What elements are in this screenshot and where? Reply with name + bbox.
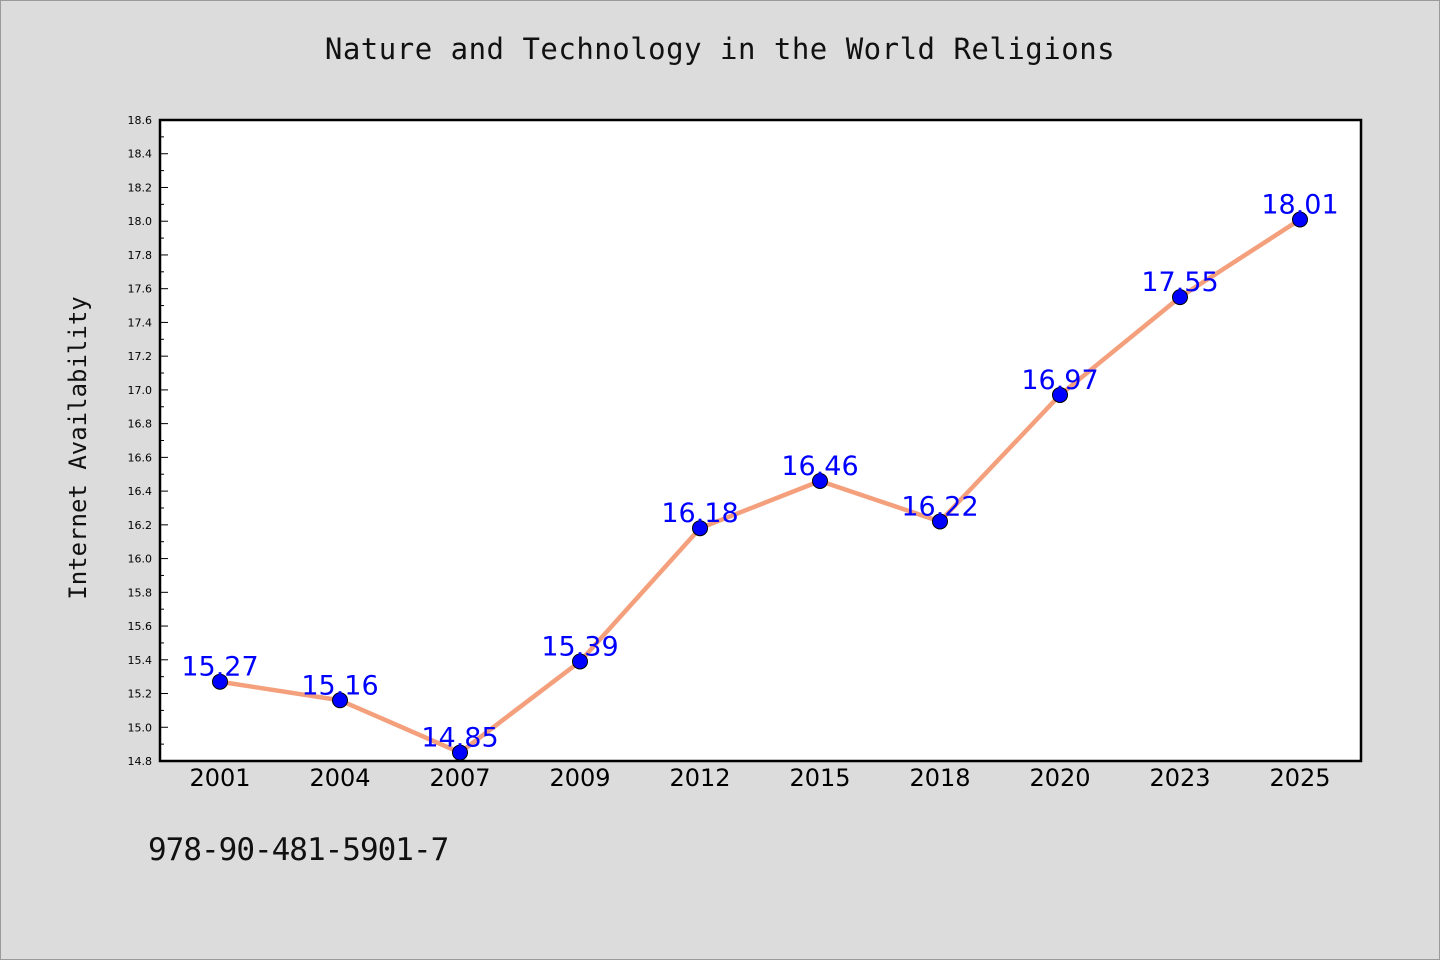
data-point bbox=[1052, 386, 1068, 403]
x-tick-label: 2025 bbox=[1269, 764, 1330, 792]
x-tick-label: 2012 bbox=[669, 764, 730, 792]
y-tick-label: 15.8 bbox=[128, 586, 153, 599]
data-point bbox=[932, 513, 948, 530]
y-tick-label: 16.2 bbox=[128, 519, 153, 532]
x-tick-label: 2004 bbox=[309, 764, 370, 792]
data-label: 16.18 bbox=[661, 498, 738, 529]
data-point bbox=[1292, 211, 1308, 228]
data-point bbox=[692, 520, 708, 537]
chart-title: Nature and Technology in the World Relig… bbox=[324, 32, 1116, 66]
data-point bbox=[812, 472, 828, 489]
x-tick-label: 2023 bbox=[1149, 764, 1210, 792]
plot-area bbox=[160, 120, 1361, 761]
plot-border bbox=[158, 118, 1363, 763]
y-tick-label: 16.0 bbox=[128, 553, 153, 566]
x-axis: 2001 2004 2007 2009 2012 2015 2018 2020 2023 2025 bbox=[189, 764, 1330, 792]
data-point bbox=[212, 673, 228, 690]
y-tick-label: 15.4 bbox=[128, 654, 153, 667]
y-axis-label: Internet Availability bbox=[64, 296, 92, 599]
data-label: 15.39 bbox=[541, 631, 618, 662]
data-label: 14.85 bbox=[421, 723, 498, 754]
y-tick-label: 17.4 bbox=[128, 316, 153, 329]
y-axis: 14.8 15.0 15.2 15.4 15.6 15.8 16.0 16.2 16.4 16.6… bbox=[128, 114, 168, 768]
y-tick-label: 17.8 bbox=[128, 249, 153, 262]
data-point bbox=[1172, 289, 1188, 306]
x-tick-label: 2018 bbox=[909, 764, 970, 792]
data-label: 16.46 bbox=[781, 451, 858, 482]
data-label: 15.16 bbox=[301, 670, 378, 701]
y-tick-label: 18.6 bbox=[128, 114, 153, 127]
y-tick-label: 18.0 bbox=[128, 215, 153, 228]
data-label: 18.01 bbox=[1261, 190, 1338, 221]
y-tick-label: 15.0 bbox=[128, 721, 153, 734]
x-tick-label: 2001 bbox=[189, 764, 250, 792]
y-tick-label: 15.2 bbox=[128, 688, 153, 701]
series-line bbox=[217, 217, 1303, 755]
data-label: 16.22 bbox=[901, 491, 978, 522]
y-tick-label: 18.2 bbox=[128, 181, 153, 194]
y-tick-label: 17.2 bbox=[128, 350, 153, 363]
y-tick-label: 16.4 bbox=[128, 485, 153, 498]
data-label: 17.55 bbox=[1141, 267, 1218, 298]
data-point bbox=[332, 692, 348, 709]
series-line-group bbox=[212, 211, 1308, 761]
y-tick-label: 17.6 bbox=[128, 283, 153, 296]
data-label-group: 15.27 15.16 14.85 15.39 16.18 16.46 16.22 16.97… bbox=[181, 190, 1338, 754]
y-tick-label: 16.6 bbox=[128, 451, 153, 464]
y-tick-label: 14.8 bbox=[128, 755, 153, 768]
y-tick-label: 18.4 bbox=[128, 148, 153, 161]
footer-code: 978-90-481-5901-7 bbox=[148, 832, 449, 868]
y-tick-label: 17.0 bbox=[128, 384, 153, 397]
y-tick-label: 16.8 bbox=[128, 418, 153, 431]
y-tick-label: 15.6 bbox=[128, 620, 153, 633]
x-tick-label: 2020 bbox=[1029, 764, 1090, 792]
data-label: 15.27 bbox=[181, 652, 258, 683]
data-point bbox=[572, 653, 588, 670]
x-tick-label: 2007 bbox=[429, 764, 490, 792]
x-tick-label: 2009 bbox=[549, 764, 610, 792]
x-tick-label: 2015 bbox=[789, 764, 850, 792]
data-label: 16.97 bbox=[1021, 365, 1098, 396]
